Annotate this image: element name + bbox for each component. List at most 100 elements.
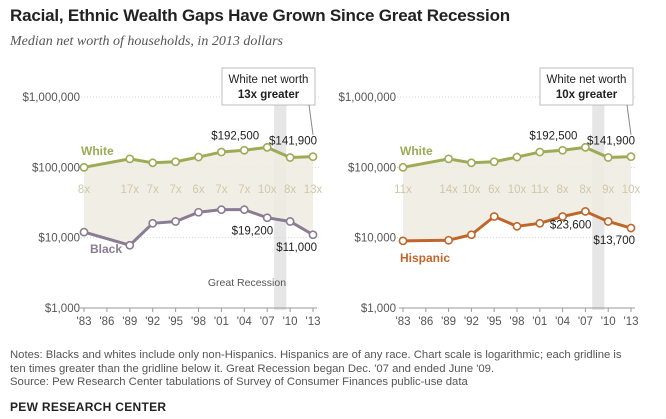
note-line: ten times greater than the gridline belo… [10, 362, 495, 375]
ratio-label: 10x [622, 184, 641, 196]
black-point [125, 240, 135, 250]
hispanic-point [603, 217, 613, 226]
brand-footer: PEW RESEARCH CENTER [10, 400, 167, 414]
ratio-label: 11x [394, 184, 412, 196]
y-tick-label: $1,000,000 [22, 92, 80, 104]
ratio-label: 17x [121, 184, 140, 196]
hispanic-point [626, 223, 636, 233]
white-point [603, 153, 613, 162]
ratio-label: 6x [192, 184, 204, 196]
series-label-black: Black [90, 242, 122, 256]
ratio-label: 8x [284, 184, 296, 196]
gap-band [84, 147, 313, 246]
white-point [125, 154, 135, 164]
white-point [626, 152, 636, 162]
value-label-minority-end: $13,700 [593, 235, 635, 247]
black-line [83, 208, 314, 247]
white-point [466, 158, 476, 168]
white-point [216, 147, 226, 157]
value-label-white-end: $141,900 [269, 136, 317, 148]
value-label-white-end: $141,900 [587, 136, 635, 148]
x-tick-label: '83 [77, 316, 92, 328]
x-tick-label: '07 [260, 316, 275, 328]
hispanic-point [466, 230, 476, 240]
x-tick-label: '10 [283, 316, 298, 328]
callout-line1: White net worth [229, 74, 309, 86]
value-label-minority-end: $11,000 [276, 242, 317, 254]
x-tick-label: '86 [418, 316, 433, 328]
white-point [558, 145, 567, 155]
x-tick-label: '10 [601, 316, 616, 328]
hispanic-line [402, 209, 632, 243]
black-point [79, 227, 89, 237]
black-point [285, 217, 295, 226]
black-point [262, 213, 272, 223]
white-line [83, 145, 314, 169]
callout-line1: White net worth [547, 74, 627, 86]
white-point [148, 158, 158, 168]
ratio-label: 7x [170, 184, 182, 196]
chart-title: Racial, Ethnic Wealth Gaps Have Grown Si… [10, 6, 510, 25]
white-line [402, 145, 632, 169]
ratio-label: 8x [78, 184, 90, 196]
y-tick-label: $10,000 [38, 233, 80, 245]
callout-line2: 13x greater [238, 89, 300, 101]
x-tick-label: '07 [578, 316, 593, 328]
x-tick-label: '98 [191, 316, 206, 328]
hispanic-point [535, 218, 545, 228]
ratio-label: 10x [508, 184, 527, 196]
white-point [194, 152, 203, 162]
x-tick-label: '13 [624, 316, 639, 328]
black-point [171, 217, 180, 226]
x-tick-label: '04 [237, 316, 253, 328]
x-tick-label: '92 [145, 316, 160, 328]
hispanic-point [581, 207, 590, 216]
white-point [239, 145, 249, 155]
callout-pointer [308, 104, 314, 135]
x-tick-label: '13 [306, 316, 321, 328]
black-point [194, 207, 203, 217]
ratio-label: 7x [147, 184, 159, 196]
callout-box [221, 67, 316, 106]
x-tick-label: '89 [122, 316, 137, 328]
series-label-hispanic: Hispanic [400, 251, 450, 265]
notes: Notes: Blacks and whites include only no… [10, 349, 660, 390]
white-point [79, 162, 89, 172]
y-tick-label: $1,000,000 [338, 92, 396, 104]
white-point [535, 147, 545, 157]
note-line: Notes: Blacks and whites include only no… [10, 349, 622, 361]
black-point [239, 205, 249, 215]
x-tick-label: '95 [487, 316, 502, 328]
hispanic-point [558, 212, 567, 221]
ratio-label: 10x [462, 184, 481, 196]
gap-band [403, 147, 631, 241]
hispanic-point [512, 221, 522, 231]
x-tick-label: '89 [441, 316, 456, 328]
black-point [308, 230, 318, 240]
x-tick-label: '95 [168, 316, 183, 328]
y-tick-label: $10,000 [354, 233, 396, 245]
ratio-label: 14x [439, 184, 458, 196]
x-tick-label: '83 [396, 316, 411, 328]
y-tick-label: $100,000 [32, 162, 80, 174]
hispanic-point [398, 236, 408, 246]
series-label-white: White [81, 144, 114, 158]
callout-box [539, 67, 634, 106]
ratio-label: 13x [304, 184, 323, 196]
white-point [444, 154, 453, 164]
white-point [581, 142, 590, 152]
white-point [512, 152, 522, 162]
value-label-white-peak: $192,500 [529, 130, 577, 142]
chart-panel-2: $1,000 $10,000 $100,000 $1,000,000 '83 '86 '89… [338, 67, 641, 328]
white-point [285, 153, 295, 162]
white-point [262, 142, 272, 152]
source-line: Source: Pew Research Center tabulations … [10, 376, 468, 388]
x-tick-label: '92 [464, 316, 479, 328]
ratio-label: 9x [602, 184, 614, 196]
y-tick-label: $1,000 [361, 303, 396, 315]
white-point [489, 157, 499, 167]
ratio-label: 8x [557, 184, 569, 196]
y-tick-label: $100,000 [348, 162, 396, 174]
hispanic-point [444, 235, 453, 245]
ratio-label: 7x [238, 184, 250, 196]
